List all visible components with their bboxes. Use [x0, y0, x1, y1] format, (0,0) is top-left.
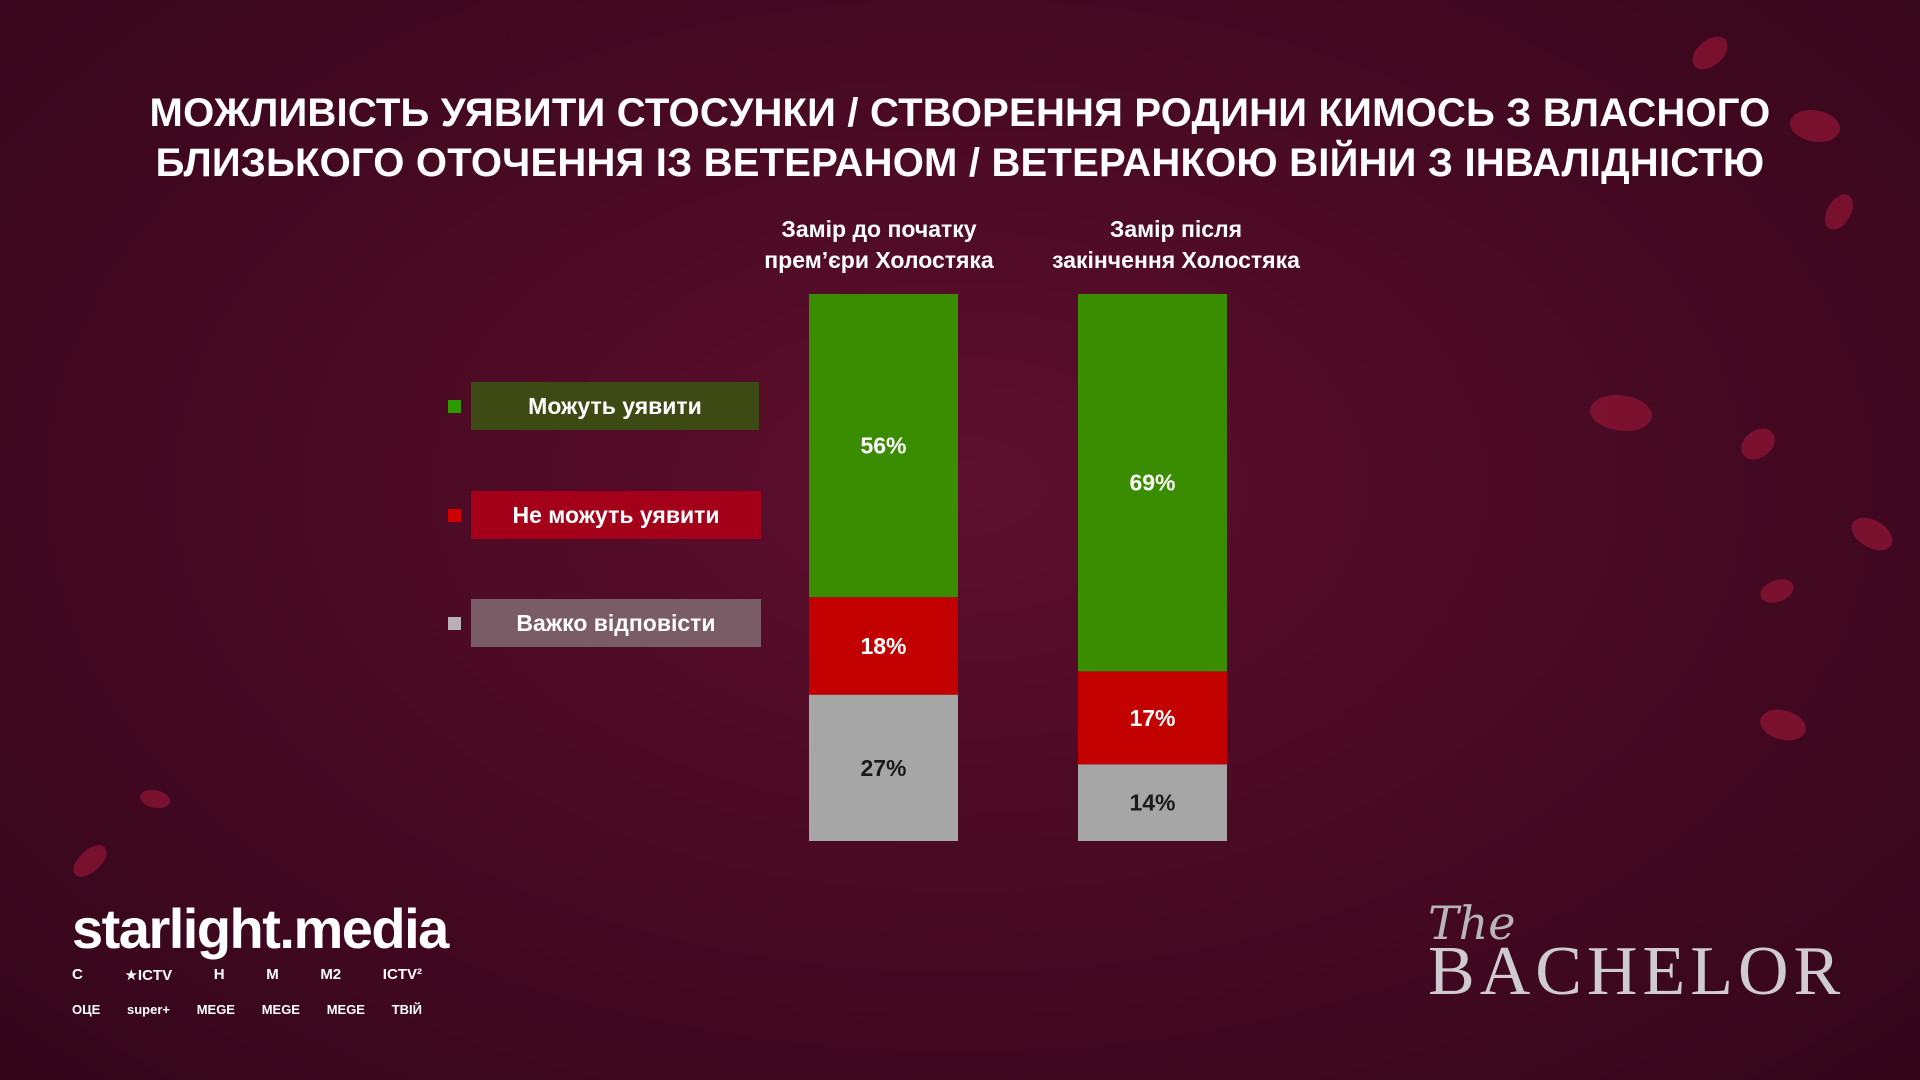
- chart-title-line1: МОЖЛИВІСТЬ УЯВИТИ СТОСУНКИ / СТВОРЕННЯ Р…: [149, 91, 1771, 135]
- bar-segment: [1078, 671, 1227, 765]
- bar-segment: [809, 597, 958, 695]
- legend-item-can: Можуть уявити: [448, 382, 759, 430]
- column-header-before-line2: прем’єри Холостяка: [764, 247, 994, 273]
- channel-logo: М: [266, 966, 279, 983]
- channel-logo: MEGE: [261, 1002, 300, 1017]
- legend-label-hard: Важко відповісти: [471, 599, 761, 647]
- channel-logo: ICTV²: [382, 966, 422, 983]
- legend-label-can: Можуть уявити: [471, 382, 759, 430]
- channel-logo: ★ICTV: [124, 967, 173, 984]
- column-header-after-line1: Замір після: [1109, 216, 1243, 242]
- channel-logo: С: [72, 966, 83, 983]
- channel-logo: М2: [320, 966, 342, 983]
- channel-logo: ОЦЕ: [72, 1002, 101, 1017]
- chart-title: МОЖЛИВІСТЬ УЯВИТИ СТОСУНКИ / СТВОРЕННЯ Р…: [0, 88, 1920, 188]
- data-label: 18%: [860, 633, 906, 659]
- bachelor-logo: BACHELOR: [1428, 933, 1846, 1010]
- legend-item-hard: Важко відповісти: [448, 599, 761, 647]
- bar-segment: [1078, 294, 1227, 672]
- legend-swatch-cannot: [448, 508, 461, 522]
- column-header-before-line1: Замір до початку: [781, 216, 977, 242]
- chart-title-line2: БЛИЗЬКОГО ОТОЧЕННЯ ІЗ ВЕТЕРАНОМ / ВЕТЕРА…: [155, 141, 1765, 185]
- data-label: 14%: [1129, 790, 1175, 816]
- column-header-after: Замір після закінчення Холостяка: [1026, 214, 1326, 276]
- legend-swatch-hard: [448, 616, 461, 630]
- bar-segment: [1078, 764, 1227, 841]
- data-label: 56%: [860, 433, 906, 459]
- channel-logo: ТВІЙ: [391, 1002, 422, 1017]
- bachelor-logo-the: The: [1428, 896, 1516, 950]
- starlight-media-logo: starlight.media: [72, 897, 449, 960]
- bar-segment: [809, 694, 958, 841]
- channel-logo: Н: [213, 966, 225, 983]
- legend-swatch-can: [448, 399, 461, 413]
- bar-segment: [809, 294, 958, 598]
- column-header-before: Замір до початку прем’єри Холостяка: [729, 214, 1029, 276]
- channel-logos-row2: ОЦЕ super+ MEGE MEGE MEGE ТВІЙ: [72, 1002, 422, 1017]
- data-label: 27%: [860, 755, 906, 781]
- channel-logo: MEGE: [196, 1002, 235, 1017]
- channel-logos-row1: С ★ICTV Н М М2 ICTV²: [72, 966, 422, 984]
- channel-logo: MEGE: [326, 1002, 365, 1017]
- legend-label-cannot: Не можуть уявити: [471, 491, 761, 539]
- column-header-after-line2: закінчення Холостяка: [1052, 247, 1300, 273]
- data-label: 69%: [1129, 470, 1175, 496]
- legend-item-cannot: Не можуть уявити: [448, 491, 761, 539]
- data-label: 17%: [1129, 705, 1175, 731]
- channel-logo: super+: [126, 1002, 170, 1017]
